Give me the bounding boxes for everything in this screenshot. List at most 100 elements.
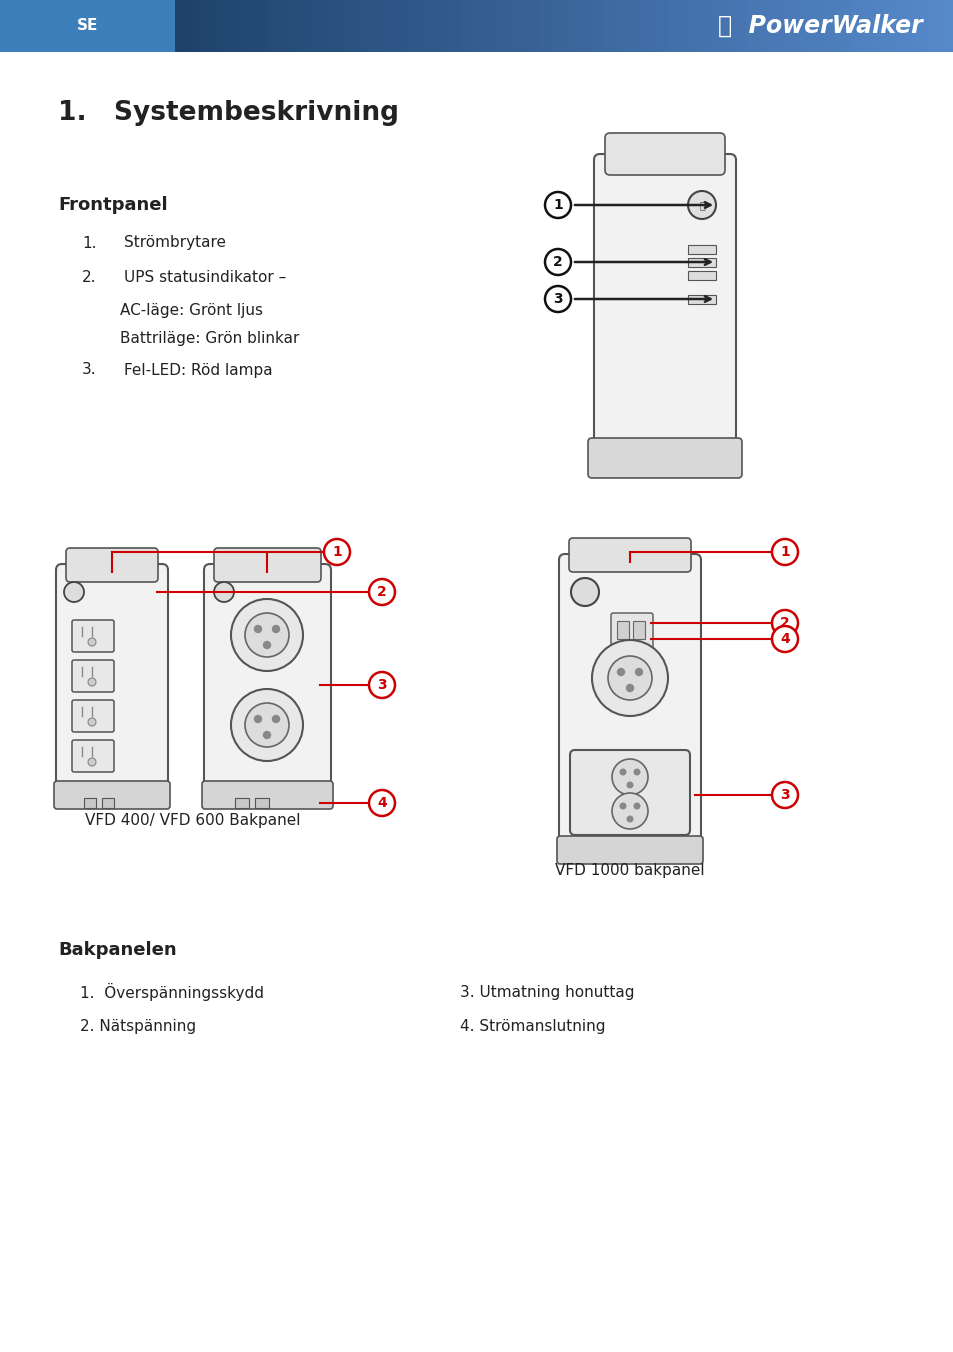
Bar (616, 0, 630, 51)
Text: Strömbrytare: Strömbrytare (124, 235, 226, 250)
Circle shape (544, 249, 571, 274)
Bar (823, 0, 838, 51)
Bar (421, 0, 436, 51)
Bar (617, 621, 628, 639)
Circle shape (273, 626, 279, 633)
Circle shape (607, 656, 651, 700)
Bar (435, 0, 448, 51)
Bar (512, 0, 526, 51)
Bar (538, 0, 552, 51)
Circle shape (263, 641, 271, 649)
Bar (655, 0, 669, 51)
Bar (266, 0, 279, 51)
Text: SE: SE (77, 19, 98, 34)
Bar (927, 0, 941, 51)
Circle shape (626, 817, 632, 822)
Bar (343, 0, 357, 51)
Circle shape (617, 668, 624, 676)
FancyBboxPatch shape (558, 554, 700, 850)
Circle shape (231, 690, 303, 761)
Bar (914, 0, 928, 51)
FancyBboxPatch shape (202, 781, 333, 808)
Text: 4. Strömanslutning: 4. Strömanslutning (459, 1018, 605, 1033)
Bar (239, 0, 253, 51)
Text: 3: 3 (376, 677, 386, 692)
Bar (733, 0, 746, 51)
Bar (486, 0, 500, 51)
FancyBboxPatch shape (66, 548, 158, 581)
Bar (525, 0, 539, 51)
Bar (577, 0, 591, 51)
Bar (590, 0, 604, 51)
Bar (102, 798, 113, 808)
Text: Bakpanelen: Bakpanelen (58, 941, 176, 959)
Circle shape (245, 703, 289, 748)
Text: 1: 1 (332, 545, 341, 558)
FancyBboxPatch shape (56, 564, 168, 796)
Text: ⓘ  PowerWalker: ⓘ PowerWalker (717, 14, 922, 38)
Bar (687, 270, 716, 280)
Text: 2.: 2. (82, 270, 96, 285)
Text: 4: 4 (780, 631, 789, 646)
Bar (551, 0, 565, 51)
Circle shape (88, 758, 96, 767)
Bar (668, 0, 681, 51)
Bar (253, 0, 267, 51)
FancyBboxPatch shape (568, 538, 690, 572)
Text: 3: 3 (780, 788, 789, 802)
FancyBboxPatch shape (71, 700, 113, 731)
FancyBboxPatch shape (204, 564, 331, 796)
Bar (629, 0, 642, 51)
Circle shape (634, 803, 639, 808)
Bar (784, 0, 799, 51)
FancyBboxPatch shape (557, 836, 702, 864)
Bar (84, 798, 96, 808)
Bar (706, 0, 720, 51)
Text: 1.  Överspänningsskydd: 1. Överspänningsskydd (80, 983, 264, 1000)
Text: Frontpanel: Frontpanel (58, 196, 168, 214)
Text: Battriläge: Grön blinkar: Battriläge: Grön blinkar (120, 330, 299, 346)
Bar (0, 0, 174, 51)
Text: VFD 1000 bakpanel: VFD 1000 bakpanel (555, 863, 704, 877)
Circle shape (626, 783, 632, 788)
Text: 1: 1 (780, 545, 789, 558)
Bar (305, 0, 318, 51)
Circle shape (245, 612, 289, 657)
Circle shape (635, 668, 641, 676)
Bar (278, 0, 293, 51)
Bar (641, 0, 656, 51)
Bar (370, 0, 383, 51)
Bar (292, 0, 306, 51)
Circle shape (634, 769, 639, 775)
Bar (460, 0, 475, 51)
Bar (810, 0, 824, 51)
Circle shape (612, 758, 647, 795)
Bar (408, 0, 422, 51)
Circle shape (687, 191, 716, 219)
Bar (447, 0, 461, 51)
Bar (473, 0, 487, 51)
Circle shape (88, 677, 96, 685)
Circle shape (254, 715, 261, 722)
Bar (188, 0, 202, 51)
Bar (888, 0, 902, 51)
Text: 3. Utmatning honuttag: 3. Utmatning honuttag (459, 984, 634, 999)
Bar (687, 258, 716, 266)
Bar (694, 0, 707, 51)
Circle shape (771, 539, 797, 565)
Text: VFD 400/ VFD 600 Bakpanel: VFD 400/ VFD 600 Bakpanel (85, 813, 300, 827)
Bar (687, 295, 716, 304)
Circle shape (619, 769, 625, 775)
Bar (687, 245, 716, 254)
Bar (680, 0, 695, 51)
Text: 2: 2 (780, 617, 789, 630)
Bar (382, 0, 396, 51)
Text: Fel-LED: Röd lampa: Fel-LED: Röd lampa (124, 362, 273, 377)
Circle shape (544, 192, 571, 218)
Circle shape (64, 581, 84, 602)
Bar (213, 0, 228, 51)
Bar (234, 798, 249, 808)
Bar (603, 0, 617, 51)
Text: 2: 2 (553, 256, 562, 269)
Circle shape (592, 639, 667, 717)
